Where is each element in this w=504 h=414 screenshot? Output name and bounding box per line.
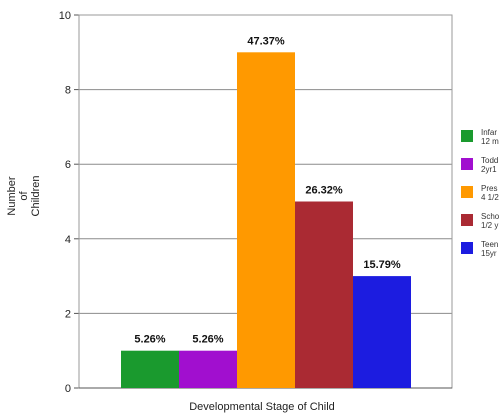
- y-tick-label: 2: [65, 308, 71, 320]
- data-label: 26.32%: [305, 185, 343, 197]
- data-label: 5.26%: [134, 334, 165, 346]
- y-axis-title-line: of: [18, 190, 30, 200]
- bar-1: [121, 350, 179, 388]
- data-label: 15.79%: [363, 259, 401, 271]
- data-label: 47.37%: [247, 35, 285, 47]
- x-axis-title: Developmental Stage of Child: [189, 401, 335, 413]
- y-tick-label: 4: [65, 234, 71, 246]
- bars: [121, 52, 411, 389]
- legend-swatch: [461, 130, 473, 142]
- legend-label: Infar 12 m: [481, 128, 499, 146]
- legend-swatch: [461, 214, 473, 226]
- y-tick-label: 6: [65, 159, 71, 171]
- bar-4: [295, 201, 353, 388]
- legend-item: Todd 2yr1: [461, 156, 504, 184]
- y-tick-label: 8: [65, 85, 71, 97]
- data-label: 5.26%: [192, 334, 223, 346]
- legend-label: Scho 1/2 y: [481, 212, 500, 230]
- y-axis-title-line: Number: [6, 176, 18, 215]
- legend-item: Scho 1/2 y: [461, 212, 504, 240]
- y-axis-title: NumberofChildren: [6, 176, 42, 217]
- y-tick-label: 0: [65, 383, 71, 395]
- bar-2: [179, 350, 237, 388]
- legend-label: Pres 4 1/2: [481, 184, 499, 202]
- bar-3: [237, 52, 295, 389]
- y-axis-title-line: Children: [30, 176, 42, 217]
- legend-swatch: [461, 158, 473, 170]
- legend-label: Todd 2yr1: [481, 156, 499, 174]
- legend-swatch: [461, 186, 473, 198]
- y-tick-labels: 0 2 4 6 8 10: [59, 10, 71, 395]
- legend-swatch: [461, 242, 473, 254]
- bar-5: [353, 276, 411, 388]
- legend-item: Teen 15yr: [461, 240, 504, 268]
- legend-item: Pres 4 1/2: [461, 184, 504, 212]
- legend-label: Teen 15yr: [481, 240, 499, 258]
- legend-item: Infar 12 m: [461, 128, 504, 156]
- y-tick-label: 10: [59, 10, 71, 22]
- data-labels: 5.26% 5.26% 47.37% 26.32% 15.79%: [134, 35, 400, 345]
- legend: Infar 12 m Todd 2yr1 Pres 4 1/2 Scho 1/2 y T…: [461, 128, 504, 268]
